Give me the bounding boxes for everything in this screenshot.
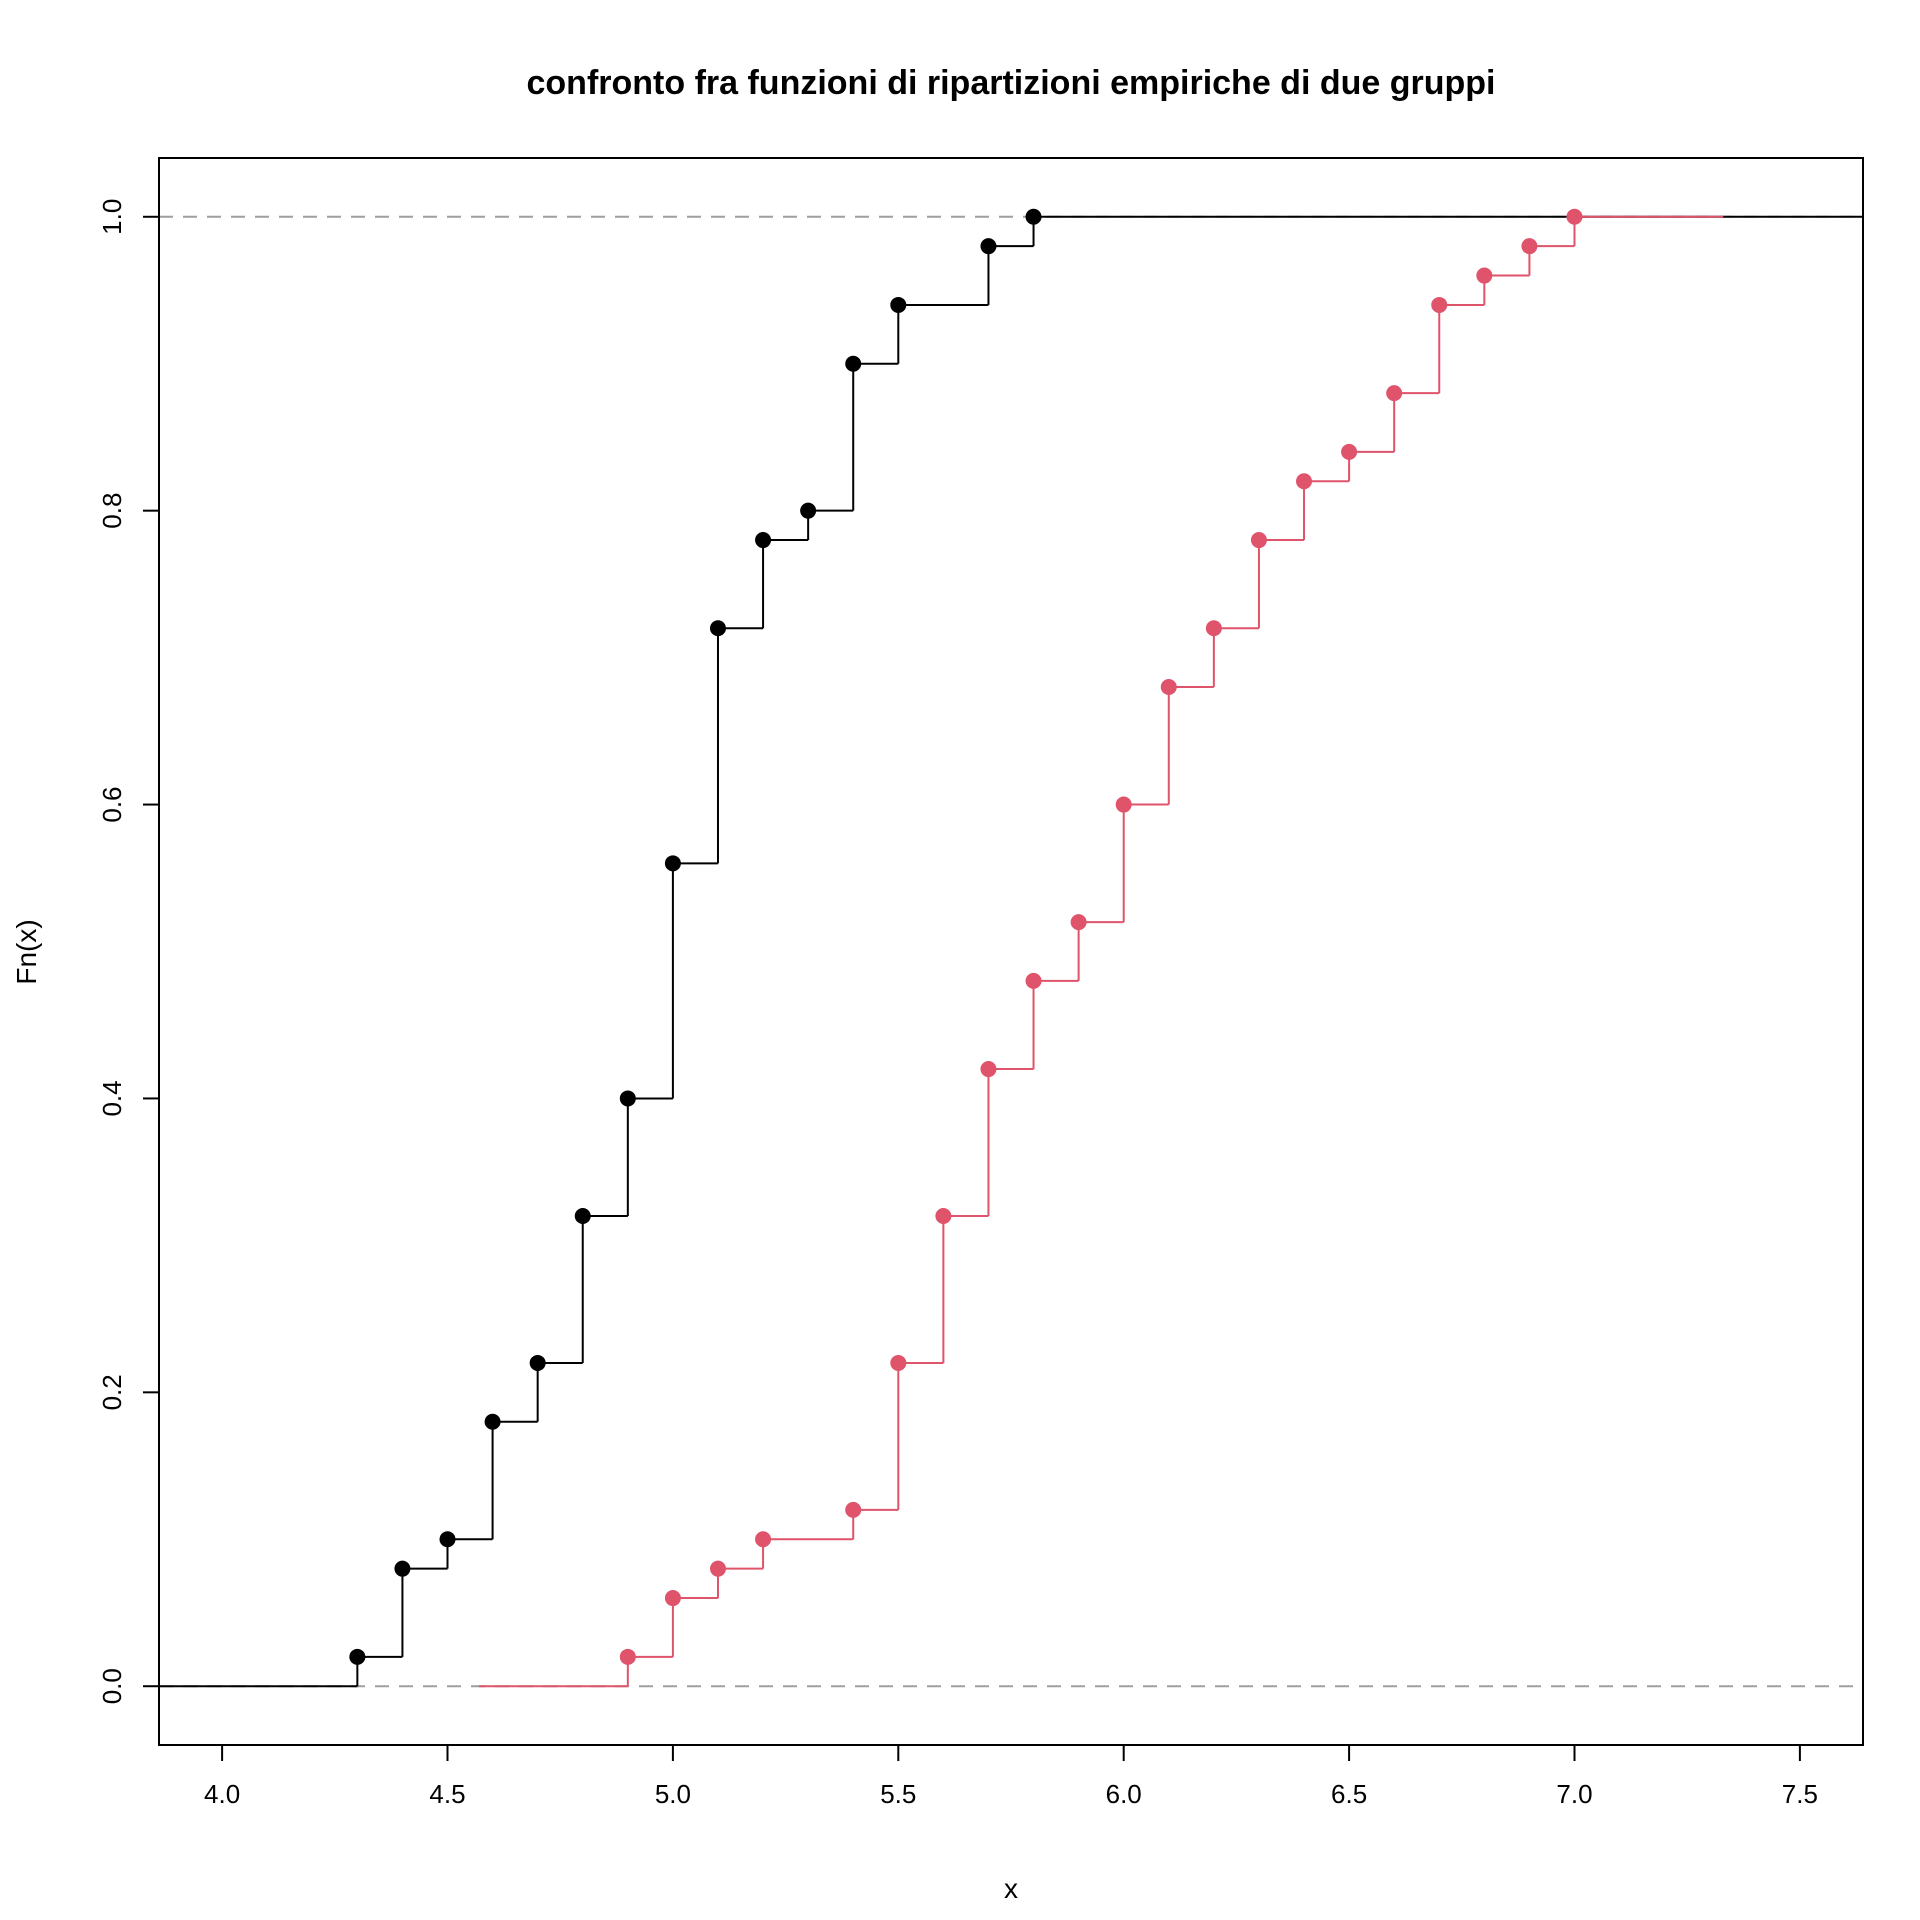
data-point (980, 238, 997, 255)
reference-lines (159, 215, 1863, 1688)
data-point (1341, 443, 1358, 460)
data-point (664, 1590, 681, 1607)
data-point (755, 1531, 772, 1548)
data-point (664, 855, 681, 872)
data-point (574, 1208, 591, 1224)
y-tick-label: 1.0 (97, 199, 127, 235)
data-point (1431, 296, 1448, 313)
data-point (845, 355, 862, 372)
x-axis-label: x (1004, 1873, 1018, 1904)
data-point (1115, 796, 1132, 813)
series-2 (479, 208, 1724, 1688)
data-point (394, 1560, 411, 1577)
chart-title: confronto fra funzioni di ripartizioni e… (527, 64, 1496, 102)
data-point (890, 1354, 907, 1371)
data-point (1205, 620, 1222, 637)
plot-frame (158, 157, 1864, 1746)
x-tick-label: 5.5 (880, 1779, 916, 1809)
data-point (619, 1648, 636, 1665)
data-point (709, 1560, 726, 1577)
data-point (1296, 473, 1313, 490)
data-point (529, 1354, 546, 1371)
data-point (619, 1090, 636, 1107)
data-point (1521, 238, 1538, 255)
data-point (439, 1531, 456, 1548)
data-point (1250, 532, 1267, 549)
data-point (800, 502, 817, 519)
data-point (709, 620, 726, 637)
x-tick-label: 6.0 (1106, 1779, 1142, 1809)
data-point (1160, 679, 1177, 695)
series-1 (159, 208, 1863, 1688)
y-tick-label: 0.8 (97, 493, 127, 529)
x-axis: 4.0 4.5 5.0 5.5 6.0 6.5 7.0 7.5 (204, 1744, 1818, 1809)
data-point (349, 1648, 366, 1665)
data-point (935, 1208, 952, 1224)
data-point (755, 532, 772, 549)
data-point (1566, 208, 1583, 225)
data-point (484, 1413, 501, 1430)
y-tick-label: 0.2 (97, 1374, 127, 1410)
data-point (980, 1061, 997, 1078)
series-layer (159, 208, 1863, 1688)
y-tick-label: 0.4 (97, 1080, 127, 1116)
data-point (1476, 267, 1493, 284)
data-point (1025, 972, 1042, 989)
data-point (845, 1501, 862, 1518)
x-tick-label: 4.5 (429, 1779, 465, 1809)
x-tick-label: 5.0 (655, 1779, 691, 1809)
x-tick-label: 7.0 (1556, 1779, 1592, 1809)
x-tick-label: 4.0 (204, 1779, 240, 1809)
x-tick-label: 7.5 (1782, 1779, 1818, 1809)
y-axis: 0.0 0.2 0.4 0.6 0.8 1.0 (97, 199, 160, 1704)
x-tick-label: 6.5 (1331, 1779, 1367, 1809)
y-tick-label: 0.0 (97, 1668, 127, 1704)
data-point (1025, 208, 1042, 225)
y-axis-label: Fn(x) (11, 919, 42, 984)
data-point (1386, 385, 1403, 402)
data-point (890, 296, 907, 313)
y-tick-label: 0.6 (97, 786, 127, 822)
data-point (1070, 914, 1087, 931)
